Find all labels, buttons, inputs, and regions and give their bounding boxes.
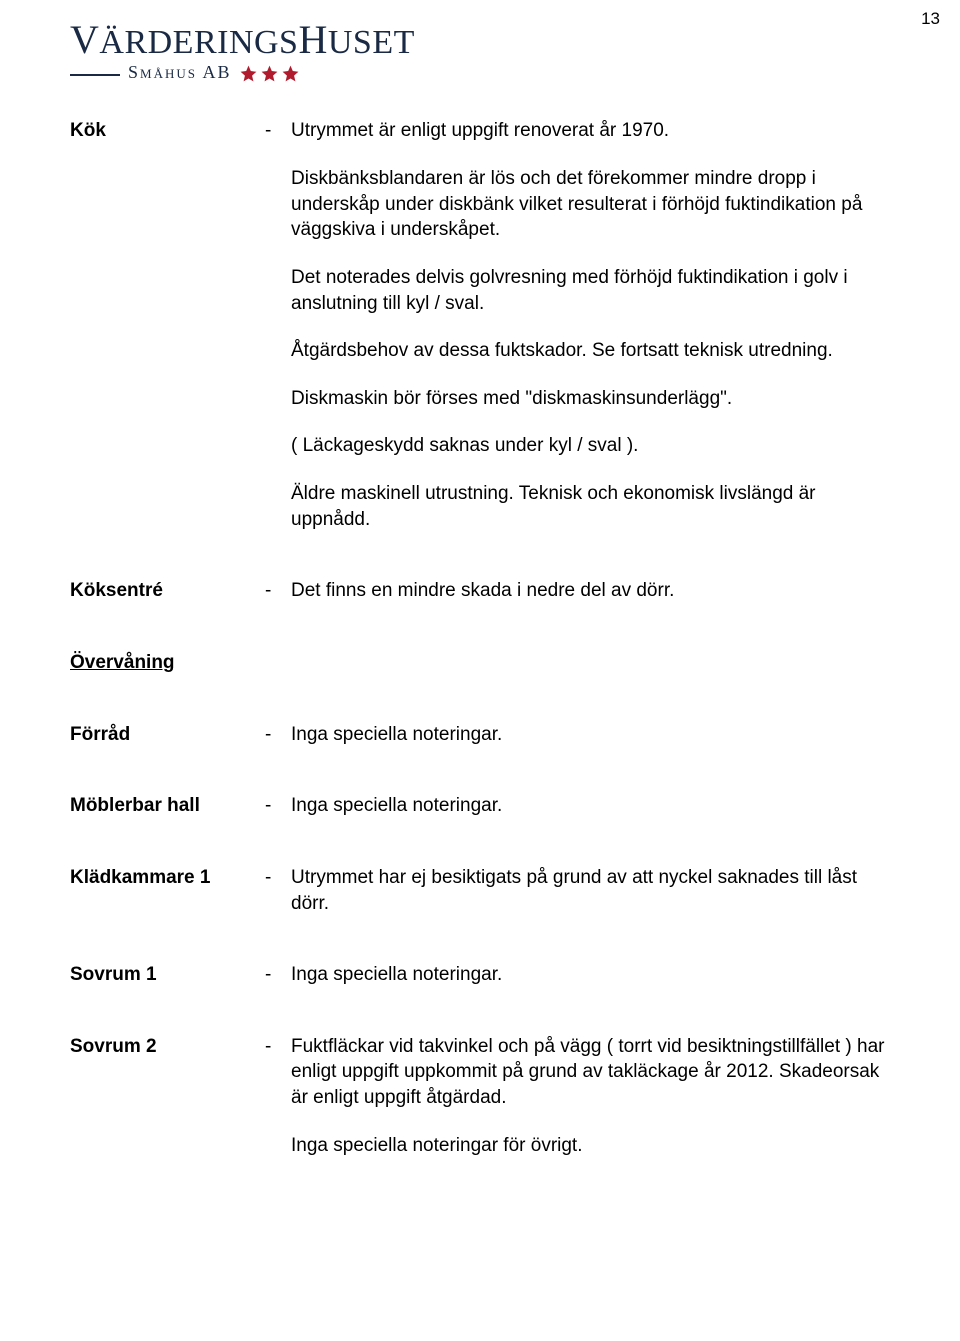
logo-sub-row: Småhus AB [70, 60, 890, 84]
paragraph: Åtgärdsbehov av dessa fuktskador. Se for… [291, 338, 890, 364]
entry: - Inga speciella noteringar. [265, 722, 890, 748]
logo-rule-icon [70, 74, 120, 76]
section-sovrum1: Sovrum 1 - Inga speciella noteringar. [70, 962, 890, 988]
section-label: Förråd [70, 722, 265, 748]
entry-text: Inga speciella noteringar. [291, 793, 890, 819]
paragraph: Det noterades delvis golvresning med för… [291, 265, 890, 316]
dash-icon: - [265, 578, 291, 604]
dash-icon: - [265, 865, 291, 916]
paragraph: Diskbänksblandaren är lös och det föreko… [291, 166, 890, 243]
section-sovrum2: Sovrum 2 - Fuktfläckar vid takvinkel och… [70, 1034, 890, 1159]
entry: - Utrymmet är enligt uppgift renoverat å… [265, 118, 890, 532]
section-body: - Inga speciella noteringar. [265, 722, 890, 748]
section-body: - Fuktfläckar vid takvinkel och på vägg … [265, 1034, 890, 1159]
section-body: - Inga speciella noteringar. [265, 962, 890, 988]
entry: - Inga speciella noteringar. [265, 962, 890, 988]
paragraph: ( Läckageskydd saknas under kyl / sval )… [291, 433, 890, 459]
section-label: Sovrum 2 [70, 1034, 265, 1159]
section-label: Köksentré [70, 578, 265, 604]
paragraph: Inga speciella noteringar för övrigt. [291, 1133, 890, 1159]
paragraph: Diskmaskin bör förses med "diskmaskinsun… [291, 386, 890, 412]
entry-text: Inga speciella noteringar. [291, 962, 890, 988]
dash-icon: - [265, 793, 291, 819]
company-logo: VÄRDERINGSHUSET Småhus AB [70, 20, 890, 84]
section-koksentre: Köksentré - Det finns en mindre skada i … [70, 578, 890, 604]
section-body [265, 650, 890, 676]
paragraph: Äldre maskinell utrustning. Teknisk och … [291, 481, 890, 532]
section-kok: Kök - Utrymmet är enligt uppgift renover… [70, 118, 890, 532]
section-label: Klädkammare 1 [70, 865, 265, 916]
section-label: Sovrum 1 [70, 962, 265, 988]
entry: - Fuktfläckar vid takvinkel och på vägg … [265, 1034, 890, 1159]
section-label: Möblerbar hall [70, 793, 265, 819]
paragraph: Fuktfläckar vid takvinkel och på vägg ( … [291, 1034, 890, 1111]
dash-icon: - [265, 722, 291, 748]
dash-icon: - [265, 1034, 291, 1159]
logo-stars [239, 64, 300, 83]
section-kladkammare: Klädkammare 1 - Utrymmet har ej besiktig… [70, 865, 890, 916]
document-page: 13 VÄRDERINGSHUSET Småhus AB Kök - Utrym… [0, 0, 960, 1208]
logo-sub-text: Småhus AB [128, 60, 231, 84]
section-body: - Inga speciella noteringar. [265, 793, 890, 819]
section-label: Kök [70, 118, 265, 532]
section-heading: Övervåning [70, 650, 265, 676]
entry-text: Det finns en mindre skada i nedre del av… [291, 578, 890, 604]
star-icon [260, 64, 279, 83]
entry-text: Utrymmet har ej besiktigats på grund av … [291, 865, 890, 916]
section-overvaning: Övervåning [70, 650, 890, 676]
section-body: - Det finns en mindre skada i nedre del … [265, 578, 890, 604]
section-forrad: Förråd - Inga speciella noteringar. [70, 722, 890, 748]
section-moblerbar: Möblerbar hall - Inga speciella notering… [70, 793, 890, 819]
entry-text: Fuktfläckar vid takvinkel och på vägg ( … [291, 1034, 890, 1159]
section-body: - Utrymmet är enligt uppgift renoverat å… [265, 118, 890, 532]
star-icon [281, 64, 300, 83]
entry-text: Inga speciella noteringar. [291, 722, 890, 748]
section-body: - Utrymmet har ej besiktigats på grund a… [265, 865, 890, 916]
paragraph: Utrymmet är enligt uppgift renoverat år … [291, 118, 890, 144]
page-number: 13 [921, 8, 940, 31]
entry: - Utrymmet har ej besiktigats på grund a… [265, 865, 890, 916]
logo-main-text: VÄRDERINGSHUSET [70, 20, 890, 60]
dash-icon: - [265, 118, 291, 532]
entry-text: Utrymmet är enligt uppgift renoverat år … [291, 118, 890, 532]
entry: - Det finns en mindre skada i nedre del … [265, 578, 890, 604]
dash-icon: - [265, 962, 291, 988]
entry: - Inga speciella noteringar. [265, 793, 890, 819]
star-icon [239, 64, 258, 83]
